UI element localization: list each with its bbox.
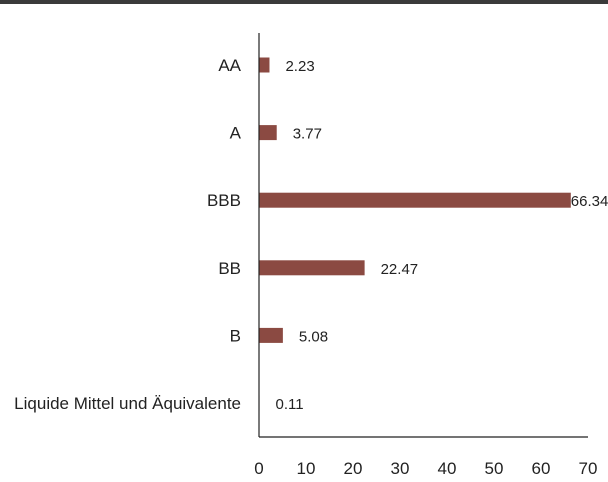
x-tick-label-0: 0 (254, 459, 263, 477)
x-tick-label-4: 40 (438, 459, 457, 477)
x-tick-label-7: 70 (579, 459, 598, 477)
value-label-3: 22.47 (381, 261, 419, 278)
top-rule (0, 0, 608, 4)
bar-0 (259, 57, 270, 73)
x-tick-label-5: 50 (485, 459, 504, 477)
x-tick-labels-layer: 0 10 20 30 40 50 60 70 (254, 459, 598, 478)
x-tick-label-2: 20 (344, 459, 363, 477)
bar-4 (259, 327, 283, 343)
value-label-1: 3.77 (293, 126, 322, 143)
bar-1 (259, 125, 277, 141)
bar-3 (259, 260, 365, 276)
value-label-4: 5.08 (299, 328, 328, 345)
category-label-1: A (230, 124, 242, 143)
value-labels-layer: 2.23 3.77 66.34 22.47 5.08 0.11 (276, 58, 608, 413)
value-label-5: 0.11 (276, 396, 304, 413)
x-tick-label-6: 60 (532, 459, 551, 477)
category-label-2: BBB (207, 191, 241, 210)
category-label-0: AA (218, 56, 241, 75)
axis-layer (258, 33, 588, 438)
value-label-2: 66.34 (571, 193, 608, 210)
category-label-3: BB (218, 259, 241, 278)
x-tick-label-3: 30 (391, 459, 410, 477)
bars-layer (259, 57, 571, 411)
category-label-4: B (230, 326, 241, 345)
value-label-0: 2.23 (285, 58, 314, 75)
category-label-5: Liquide Mittel und Äquivalente (14, 394, 241, 413)
bar-2 (259, 192, 571, 208)
x-tick-label-1: 10 (297, 459, 316, 477)
